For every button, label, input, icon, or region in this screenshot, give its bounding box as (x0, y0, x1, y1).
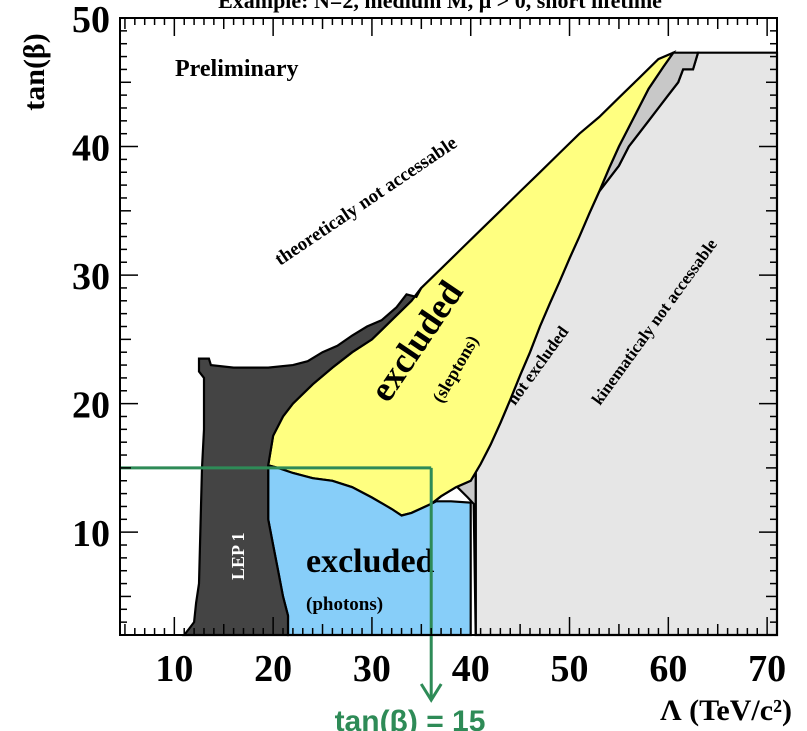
x-tick-label: 60 (649, 648, 687, 690)
callout-label: tan(β) = 15 (335, 705, 486, 731)
y-tick-label: 30 (72, 256, 110, 298)
guide-lines (120, 466, 443, 703)
preliminary-label: Preliminary (175, 56, 299, 82)
chart-title: Example: N=2, medium M, μ > 0, short lif… (218, 0, 662, 13)
y-tick-label: 40 (72, 128, 110, 170)
x-tick-label: 50 (551, 648, 589, 690)
guide-arrowhead (419, 683, 443, 703)
annotation-theoretical: theoreticaly not accessable (271, 133, 461, 271)
y-axis-label: tan(β) (18, 33, 51, 110)
y-tick-label: 10 (72, 513, 110, 555)
x-tick-label: 70 (748, 648, 786, 690)
label-lep1: LEP 1 (228, 532, 248, 580)
label-photons-sublabel: (photons) (306, 594, 383, 615)
regions (181, 50, 779, 637)
x-tick-label: 10 (155, 648, 193, 690)
region-lep-1-4 (181, 287, 423, 637)
y-tick-label: 20 (72, 385, 110, 427)
axes: 10 20 30 40 50 60 70 10 20 30 40 50 (72, 0, 786, 690)
x-tick-label: 40 (452, 648, 490, 690)
y-tick-label: 50 (72, 0, 110, 41)
x-tick-label: 30 (353, 648, 391, 690)
label-photons-excluded: excluded (306, 543, 435, 580)
x-axis-label: Λ (TeV/c²) (660, 694, 792, 727)
x-tick-label: 20 (254, 648, 292, 690)
